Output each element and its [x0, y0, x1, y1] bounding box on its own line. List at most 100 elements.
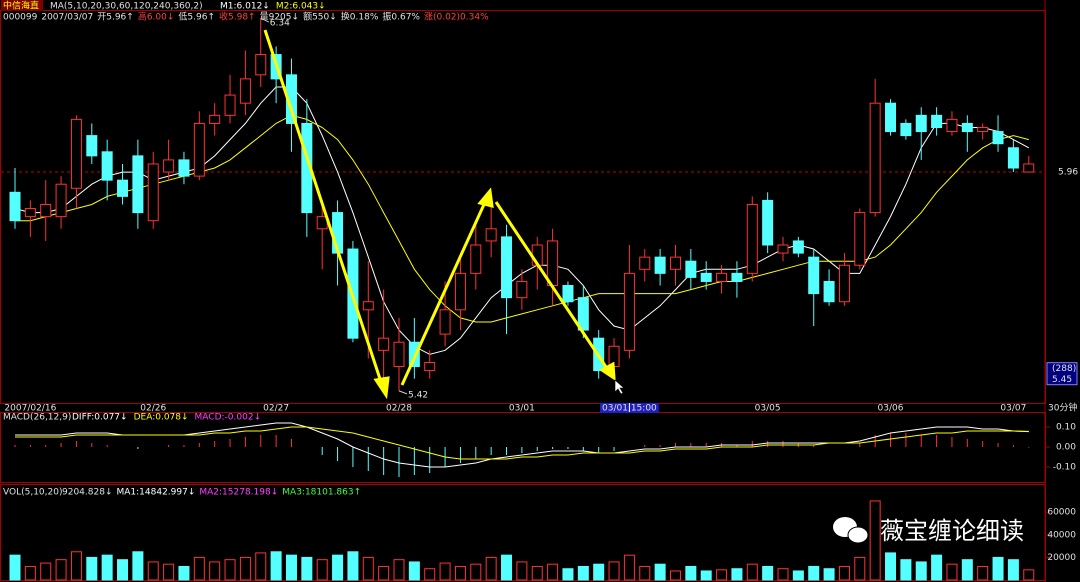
volume-bar [439, 562, 451, 581]
candle-body [838, 264, 850, 303]
volume-bar [270, 551, 282, 581]
legend-entry: DIFF:0.077↓ [72, 413, 128, 423]
y-tick-label: 0.00 [1056, 443, 1076, 453]
candle-body [777, 244, 789, 254]
volume-bar [808, 565, 820, 581]
info-item: 收5.98↑ [219, 11, 256, 23]
arrowhead [373, 376, 390, 400]
volume-bar [117, 559, 129, 581]
candle-body [86, 135, 98, 157]
candle-body [55, 183, 67, 218]
volume-bar [55, 559, 67, 581]
candle-body [239, 78, 251, 104]
candle-body [869, 102, 881, 214]
candle-body [362, 301, 374, 311]
legend-entry: M1:6.012↓ [220, 2, 270, 12]
volume-bar [24, 565, 36, 581]
info-item: MA3:18101.863↑ [282, 488, 361, 498]
volume-bar [454, 565, 466, 581]
volume-bar [577, 565, 589, 581]
candle-body [731, 272, 743, 282]
volume-bar [547, 563, 559, 581]
volume-bar [239, 556, 251, 581]
trend-arrow [263, 29, 384, 386]
info-item: 开5.96↑ [97, 12, 134, 23]
legend-entry: MACD:-0.002↓ [195, 413, 262, 423]
volume-bar [301, 556, 313, 581]
info-item: 2007/03/07 [41, 13, 93, 23]
y-tick-label: 40000 [1047, 530, 1076, 540]
candle-body [163, 159, 175, 173]
max-pointer [260, 17, 269, 23]
volume-bar [147, 561, 159, 581]
x-tick-label: 02/27 [263, 404, 289, 414]
volume-bar [977, 565, 989, 581]
candle-body [178, 159, 190, 177]
legend-entry: M2:6.043↓ [276, 2, 326, 12]
min-pointer [398, 390, 408, 395]
volume-bar [823, 568, 835, 581]
volume-bar [716, 569, 728, 581]
volume-bar [316, 559, 328, 581]
trend-arrow [494, 201, 610, 371]
watermark: 薇宝缠论细读 [880, 517, 1024, 545]
volume-bar [639, 565, 651, 581]
candle-body [101, 151, 113, 181]
x-tick-label: 03/05 [755, 404, 781, 414]
info-item: MA1:14842.997↓ [116, 488, 195, 498]
volume-bar [1007, 559, 1019, 581]
candle-body [961, 122, 973, 133]
volume-bar [255, 552, 267, 581]
candle-body [132, 155, 144, 214]
watermark-icon [833, 517, 869, 544]
candle-body [792, 240, 804, 254]
volume-bar [669, 570, 681, 581]
candle-body [623, 272, 635, 351]
volume-bar [685, 565, 697, 581]
candle-body [808, 256, 820, 295]
stock-name: 中信海直 [3, 0, 39, 12]
x-tick-label: 02/28 [386, 404, 412, 414]
candle-body [255, 54, 267, 76]
candle-body [70, 118, 82, 189]
candle-body [516, 280, 528, 299]
volume-bar [362, 556, 374, 581]
candle-body [900, 122, 912, 137]
candle-body [147, 163, 159, 222]
cursor-count: (288) [1052, 364, 1076, 374]
macd-title: MACD(26,12,9) [3, 413, 71, 423]
arrowhead [599, 361, 616, 381]
info-item: MA2:15278.198↓ [199, 488, 278, 498]
arrowhead [477, 187, 494, 208]
macd-line [15, 426, 1029, 460]
x-tick-label: 03/06 [878, 404, 904, 414]
volume-bar [40, 562, 52, 581]
volume-bar [132, 551, 144, 581]
y-tick-label: 0.10 [1056, 423, 1076, 433]
candle-body [224, 94, 236, 116]
info-item: 振0.67% [382, 11, 420, 23]
candle-body [209, 114, 221, 124]
volume-bar [70, 551, 82, 581]
x-tick-label: 03/01 [509, 404, 535, 414]
volume-bar [285, 554, 297, 581]
info-item: 9204.828↓ [62, 488, 112, 498]
info-item: 额550↓ [303, 11, 337, 23]
candle-body [992, 131, 1004, 145]
candle-body [946, 118, 958, 133]
info-item: 000099 [3, 13, 38, 23]
volume-bar [347, 551, 359, 581]
y-tick-label: 60000 [1047, 508, 1076, 518]
volume-bar [485, 556, 497, 581]
candle-body [654, 256, 666, 274]
vol-title: VOL(5,10,20) [3, 488, 62, 498]
period-label: 30分钟 [1048, 402, 1077, 414]
y-tick-label: -0.10 [1053, 463, 1077, 473]
x-tick-label: 02/26 [140, 404, 166, 414]
volume-bar [762, 565, 774, 581]
volume-bar [424, 568, 436, 581]
candle-body [885, 102, 897, 133]
volume-bar [946, 563, 958, 581]
wechat-bubble [847, 526, 869, 544]
candle-body [393, 341, 405, 368]
